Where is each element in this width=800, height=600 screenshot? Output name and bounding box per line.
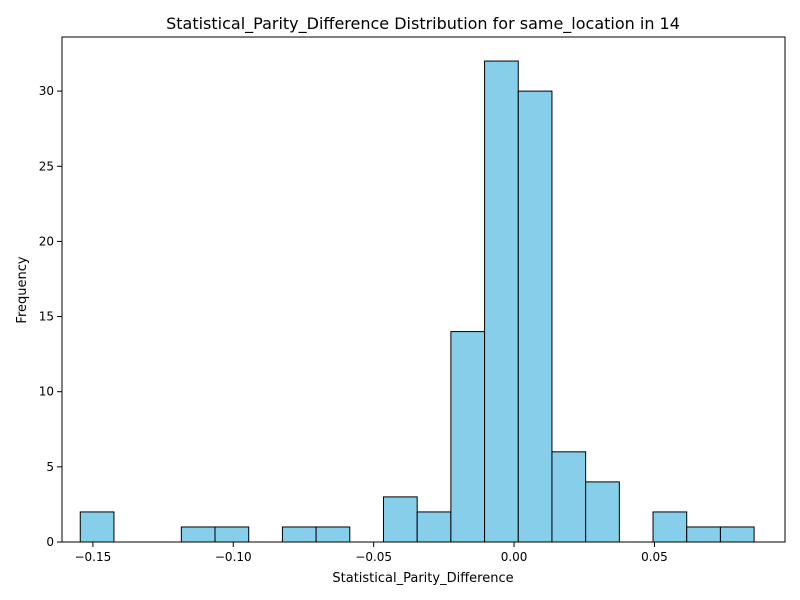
y-tick-label: 20 [39,234,54,248]
y-tick-label: 30 [39,84,54,98]
x-axis-ticks: −0.15 −0.10 −0.05 0.00 0.05 [74,542,668,564]
y-tick-label: 10 [39,385,54,399]
x-tick-label: 0.05 [641,550,668,564]
histogram-bar [585,481,620,543]
y-axis-label: Frequency [15,256,30,323]
y-axis-ticks: 0 5 10 15 20 25 30 [39,84,62,549]
histogram-bar [719,526,755,543]
histogram-bar [382,496,418,543]
y-tick-label: 5 [46,460,54,474]
histogram-bar [484,60,519,543]
histogram-bar [315,526,351,543]
x-tick-label: −0.10 [215,550,252,564]
histogram-bar [450,331,486,543]
histogram-bar [180,526,216,543]
y-tick-label: 25 [39,159,54,173]
x-tick-label: 0.00 [501,550,528,564]
histogram-bar [517,90,553,543]
histogram-bar [686,526,721,543]
bars-group [79,60,755,543]
histogram-bar [214,526,250,543]
histogram-bar [652,511,688,543]
axes-frame [61,36,786,543]
y-tick-label: 0 [46,535,54,549]
histogram-bar [79,511,115,543]
y-tick-label: 15 [39,310,54,324]
x-axis-label: Statistical_Parity_Difference [332,571,513,586]
histogram-bar [551,451,587,543]
chart-title: Statistical_Parity_Difference Distributi… [166,14,680,34]
x-tick-label: −0.15 [74,550,111,564]
histogram-bar [281,526,317,543]
x-tick-label: −0.05 [355,550,392,564]
histogram-bar [416,511,452,543]
